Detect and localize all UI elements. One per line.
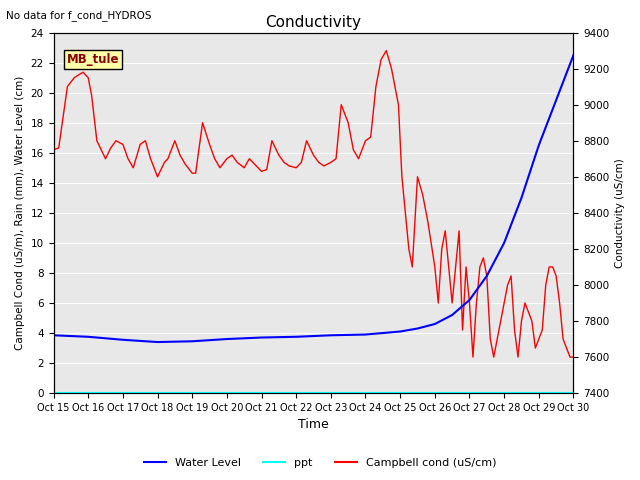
X-axis label: Time: Time [298,419,329,432]
Text: MB_tule: MB_tule [67,53,119,66]
Title: Conductivity: Conductivity [266,15,362,30]
Y-axis label: Conductivity (uS/cm): Conductivity (uS/cm) [615,158,625,268]
Text: No data for f_cond_HYDROS: No data for f_cond_HYDROS [6,10,152,21]
Legend: Water Level, ppt, Campbell cond (uS/cm): Water Level, ppt, Campbell cond (uS/cm) [140,453,500,472]
Y-axis label: Campbell Cond (uS/m), Rain (mm), Water Level (cm): Campbell Cond (uS/m), Rain (mm), Water L… [15,76,25,350]
